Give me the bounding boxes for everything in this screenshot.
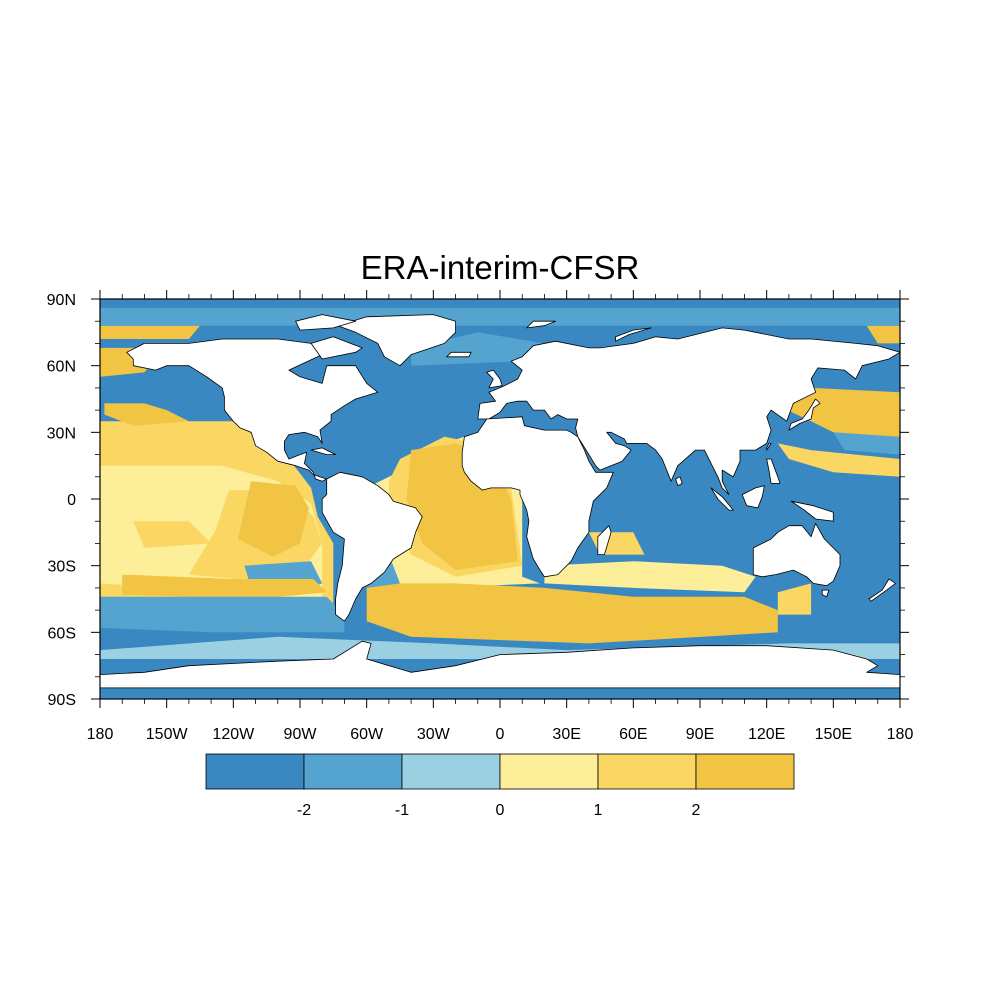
x-tick-label: 150W [146,726,189,743]
x-tick-label: 180 [87,726,114,743]
colorbar-swatch [304,754,402,789]
y-tick-label: 60S [48,625,76,642]
colorbar-swatch [598,754,696,789]
anomaly-region [100,308,900,326]
colorbar-swatch [500,754,598,789]
x-tick-label: 30W [417,726,451,743]
colorbar-label: 1 [594,802,603,819]
x-tick-label: 90E [686,726,714,743]
colorbar-label: 0 [496,802,505,819]
colorbar-swatch [402,754,500,789]
colorbar-label: -2 [297,802,311,819]
anomaly-region [100,326,200,339]
x-tick-label: 90W [284,726,318,743]
y-tick-label: 90S [48,692,76,709]
colorbar-swatch [206,754,304,789]
x-tick-label: 60W [350,726,384,743]
y-tick-label: 90N [47,292,76,309]
x-tick-label: 180 [887,726,914,743]
anomaly-region [100,597,344,633]
x-tick-label: 150E [815,726,852,743]
iceland-landmass [447,352,471,357]
colorbar-label: 2 [692,802,701,819]
x-tick-label: 0 [496,726,505,743]
x-tick-label: 120E [748,726,785,743]
x-tick-label: 30E [552,726,580,743]
x-tick-label: 60E [619,726,647,743]
y-tick-label: 0 [67,492,76,509]
x-tick-label: 120W [212,726,255,743]
y-tick-label: 30N [47,425,76,442]
y-tick-label: 60N [47,359,76,376]
y-tick-label: 30S [48,559,76,576]
colorbar-label: -1 [395,802,409,819]
colorbar: -2 -1 0 1 2 [206,754,794,819]
colorbar-swatch [696,754,794,789]
